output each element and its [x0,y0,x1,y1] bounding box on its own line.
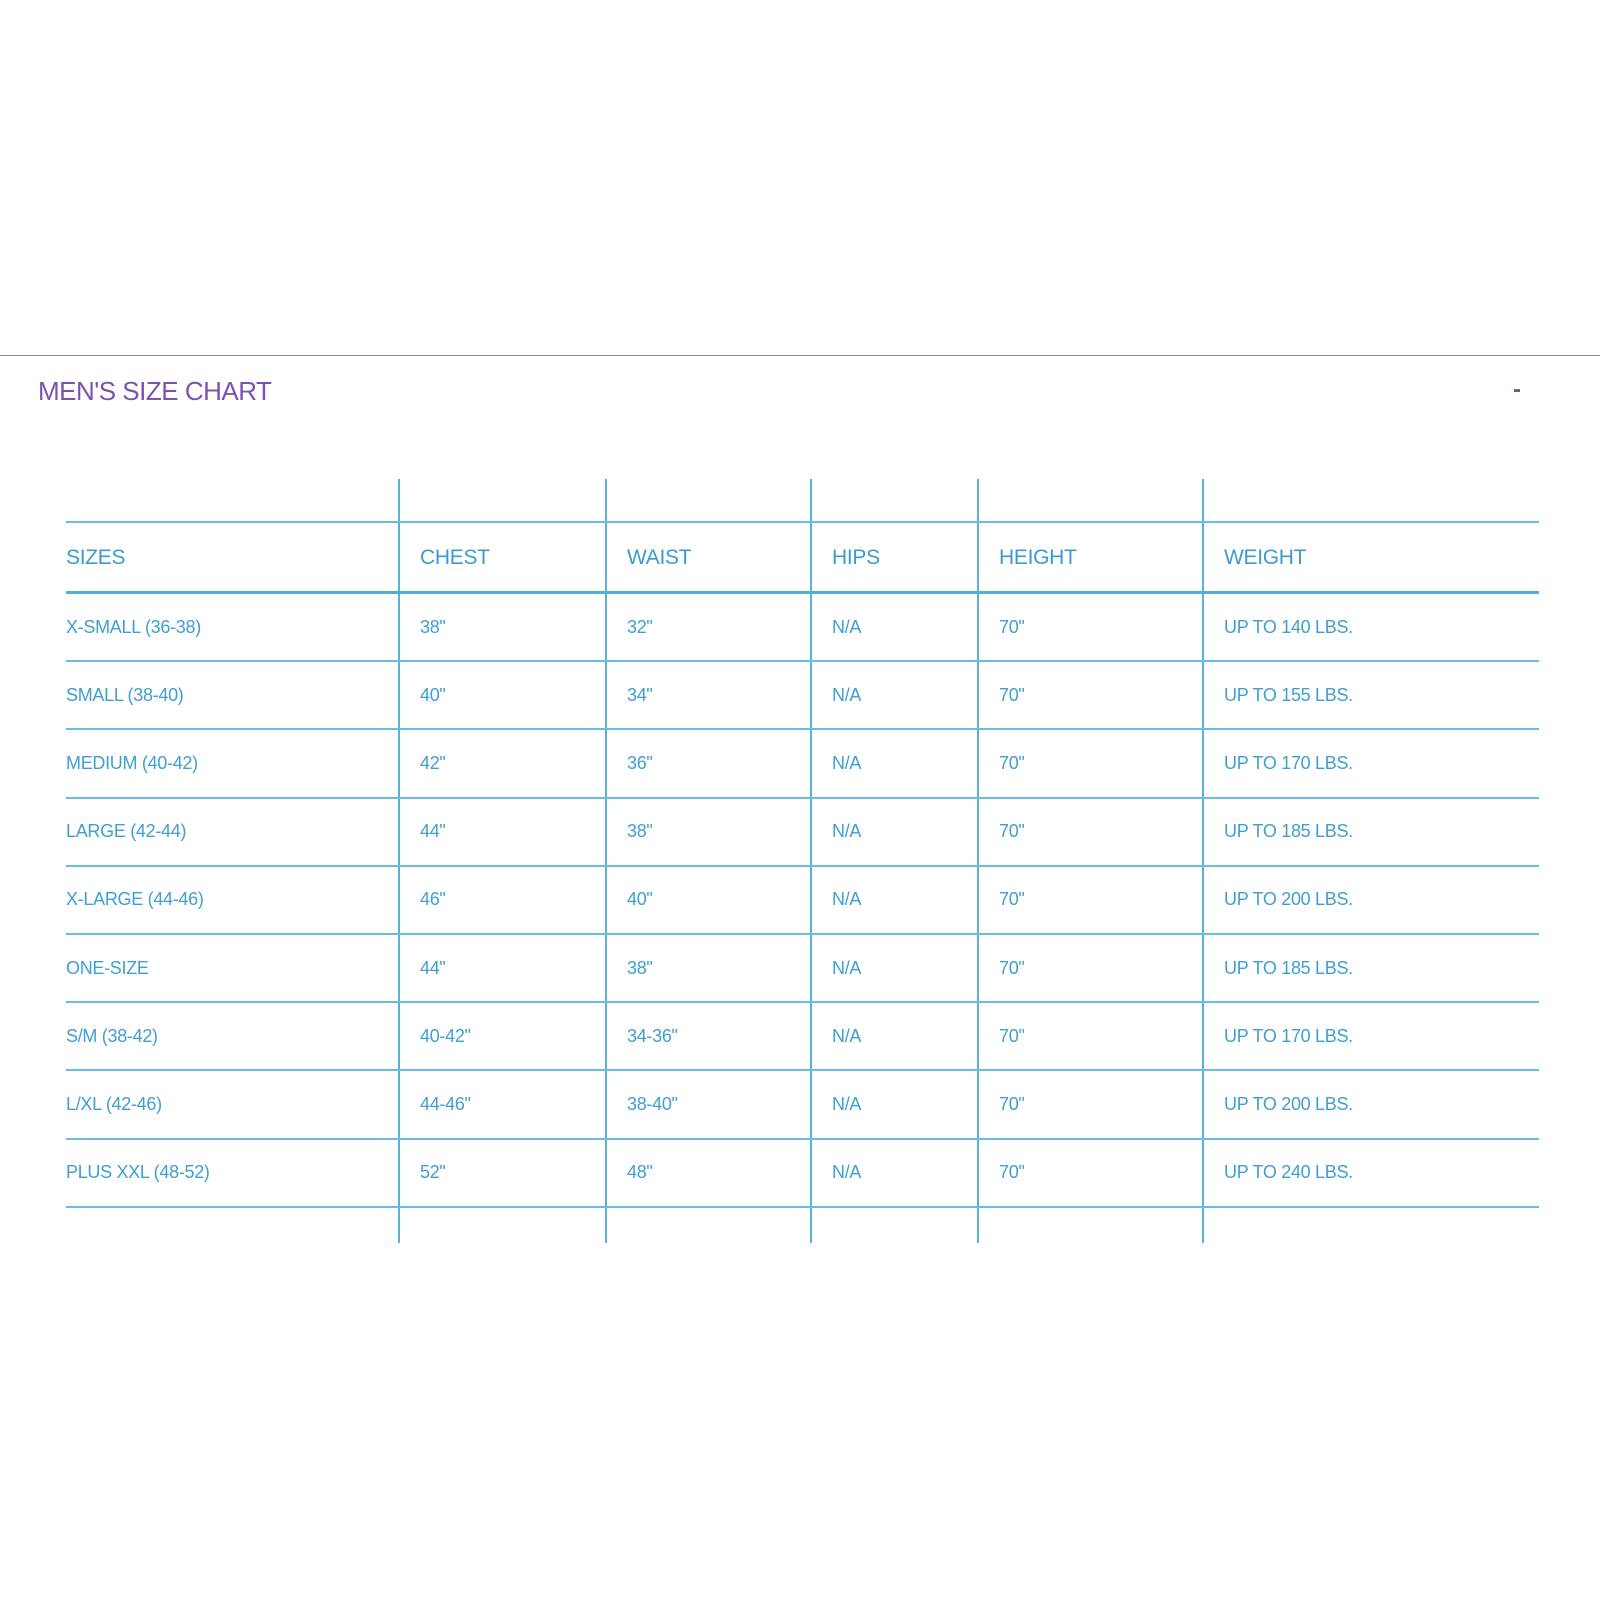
table-cell: 44-46" [420,1093,471,1114]
row-divider [66,1206,1539,1208]
table-cell: UP TO 140 LBS. [1224,616,1353,637]
table-cell: 38" [627,957,653,978]
table-row: X-LARGE (44-46) 46" 40" N/A 70" UP TO 200 LBS… [66,867,1539,933]
table-cell: 40-42" [420,1025,471,1046]
table-row: LARGE (42-44) 44" 38" N/A 70" UP TO 185 LBS. [66,799,1539,865]
table-cell: UP TO 170 LBS. [1224,1025,1353,1046]
table-cell: 70" [999,684,1025,705]
table-header-row: SIZES CHEST WAIST HIPS HEIGHT WEIGHT [66,524,1539,591]
table-cell: 70" [999,957,1025,978]
table-cell: 40" [627,889,653,910]
table-cell: 42" [420,752,446,773]
row-divider [66,1069,1539,1071]
table-cell: N/A [832,1025,862,1046]
column-header: HIPS [832,545,880,569]
table-cell: 52" [420,1162,446,1183]
row-divider [66,728,1539,730]
table-cell: 34-36" [627,1025,678,1046]
table-cell: UP TO 170 LBS. [1224,752,1353,773]
table-cell: N/A [832,616,862,637]
column-divider [1202,479,1204,1243]
table-cell: UP TO 185 LBS. [1224,957,1353,978]
table-cell: PLUS XXL (48-52) [66,1162,210,1183]
table-row: ONE-SIZE 44" 38" N/A 70" UP TO 185 LBS. [66,935,1539,1001]
column-header: WEIGHT [1224,545,1307,569]
table-cell: UP TO 240 LBS. [1224,1162,1353,1183]
table-cell: 44" [420,957,446,978]
column-header: SIZES [66,545,126,569]
row-divider [66,591,1539,594]
table-cell: 38" [627,821,653,842]
row-divider [66,865,1539,867]
column-divider [810,479,812,1243]
table-cell: N/A [832,1162,862,1183]
row-divider [66,1138,1539,1140]
table-row: MEDIUM (40-42) 42" 36" N/A 70" UP TO 170 LBS. [66,730,1539,796]
table-row: S/M (38-42) 40-42" 34-36" N/A 70" UP TO 170 L… [66,1003,1539,1069]
table-cell: 70" [999,752,1025,773]
table-cell: N/A [832,1093,862,1114]
table-cell: 70" [999,889,1025,910]
table-row: X-SMALL (36-38) 38" 32" N/A 70" UP TO 140 LBS… [66,594,1539,660]
table-cell: ONE-SIZE [66,957,149,978]
table-cell: X-SMALL (36-38) [66,616,201,637]
column-divider [398,479,400,1243]
table-cell: UP TO 200 LBS. [1224,889,1353,910]
table-row: SMALL (38-40) 40" 34" N/A 70" UP TO 155 LBS. [66,662,1539,728]
table-cell: 38-40" [627,1093,678,1114]
table-cell: MEDIUM (40-42) [66,752,198,773]
table-cell: 70" [999,616,1025,637]
table-cell: N/A [832,889,862,910]
column-header: HEIGHT [999,545,1077,569]
table-cell: X-LARGE (44-46) [66,889,204,910]
row-divider [66,660,1539,662]
table-cell: 44" [420,821,446,842]
column-divider [605,479,607,1243]
table-cell: N/A [832,684,862,705]
table-cell: 70" [999,821,1025,842]
column-header: CHEST [420,545,490,569]
collapse-button[interactable]: - [1513,376,1521,403]
row-divider [66,797,1539,799]
table-cell: N/A [832,957,862,978]
table-cell: SMALL (38-40) [66,684,184,705]
column-divider [977,479,979,1243]
table-row: L/XL (42-46) 44-46" 38-40" N/A 70" UP TO 200 … [66,1071,1539,1137]
top-divider [0,355,1600,356]
table-cell: UP TO 155 LBS. [1224,684,1353,705]
table-cell: 40" [420,684,446,705]
table-cell: LARGE (42-44) [66,821,187,842]
table-cell: 38" [420,616,446,637]
table-cell: N/A [832,752,862,773]
table-cell: 70" [999,1093,1025,1114]
table-cell: L/XL (42-46) [66,1093,162,1114]
table-cell: S/M (38-42) [66,1025,158,1046]
table-cell: 70" [999,1162,1025,1183]
column-header: WAIST [627,545,692,569]
row-divider [66,521,1539,523]
table-cell: 34" [627,684,653,705]
table-cell: N/A [832,821,862,842]
page-title: MEN'S SIZE CHART [38,376,272,406]
table-cell: UP TO 200 LBS. [1224,1093,1353,1114]
table-cell: 70" [999,1025,1025,1046]
table-cell: 36" [627,752,653,773]
table-row: PLUS XXL (48-52) 52" 48" N/A 70" UP TO 240 LB… [66,1140,1539,1206]
row-divider [66,1001,1539,1003]
table-cell: 32" [627,616,653,637]
table-cell: 48" [627,1162,653,1183]
table-cell: 46" [420,889,446,910]
row-divider [66,933,1539,935]
table-cell: UP TO 185 LBS. [1224,821,1353,842]
